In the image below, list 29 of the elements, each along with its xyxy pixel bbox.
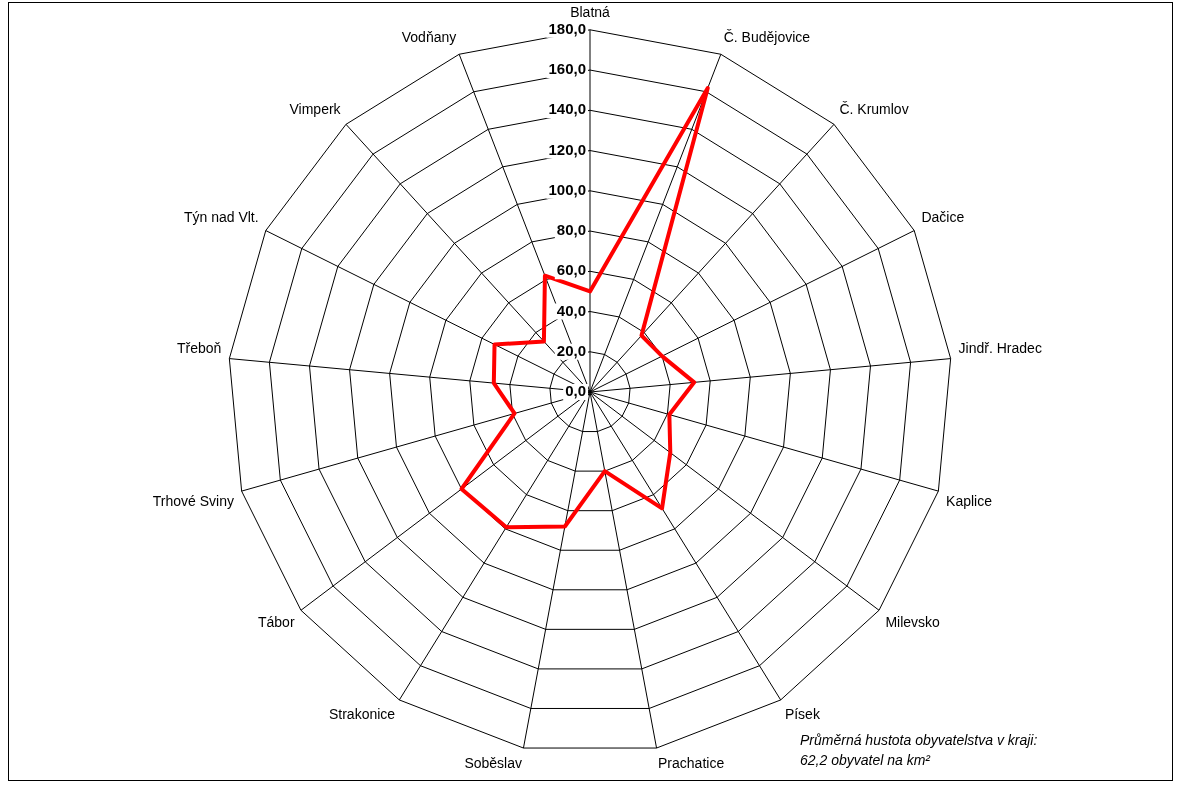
- spoke-label: Písek: [784, 706, 821, 723]
- spoke-label: Strakonice: [328, 706, 396, 723]
- spoke-label: Třeboň: [177, 340, 222, 357]
- spoke-label: Vodňany: [401, 29, 457, 46]
- spoke-label: Týn nad Vlt.: [183, 209, 259, 226]
- spoke-label: Č. Krumlov: [839, 100, 909, 117]
- text: 62,2 obyvatel na km²: [800, 751, 932, 770]
- spoke-label: Tábor: [258, 614, 295, 631]
- spoke-label: Č. Budějovice: [723, 29, 811, 46]
- spoke-label: Jindř. Hradec: [958, 340, 1042, 357]
- spoke-label: Soběslav: [464, 755, 522, 772]
- y-tick-label: 180,0: [548, 19, 586, 37]
- spoke-label: Prachatice: [658, 755, 725, 772]
- y-tick-label: 20,0: [556, 341, 586, 359]
- y-tick-label: 160,0: [548, 60, 586, 78]
- spoke-label: Milevsko: [885, 614, 941, 631]
- y-tick-label: 60,0: [556, 261, 586, 279]
- spoke-label: Trhové Sviny: [152, 492, 234, 509]
- text: Průměrná hustota obyvatelstva v kraji:: [800, 731, 1038, 750]
- spoke-label: Blatná: [570, 4, 611, 21]
- y-tick-label: 100,0: [548, 180, 586, 198]
- spoke-label: Vimperk: [289, 100, 342, 117]
- y-tick-label: 120,0: [548, 140, 586, 158]
- spoke-label: Dačice: [921, 209, 965, 226]
- spoke-label: Kaplice: [946, 492, 993, 509]
- y-tick-label: 140,0: [548, 100, 586, 118]
- y-tick-label: 40,0: [556, 301, 586, 319]
- y-tick-label: 0,0: [565, 382, 586, 400]
- y-tick-label: 80,0: [556, 221, 586, 239]
